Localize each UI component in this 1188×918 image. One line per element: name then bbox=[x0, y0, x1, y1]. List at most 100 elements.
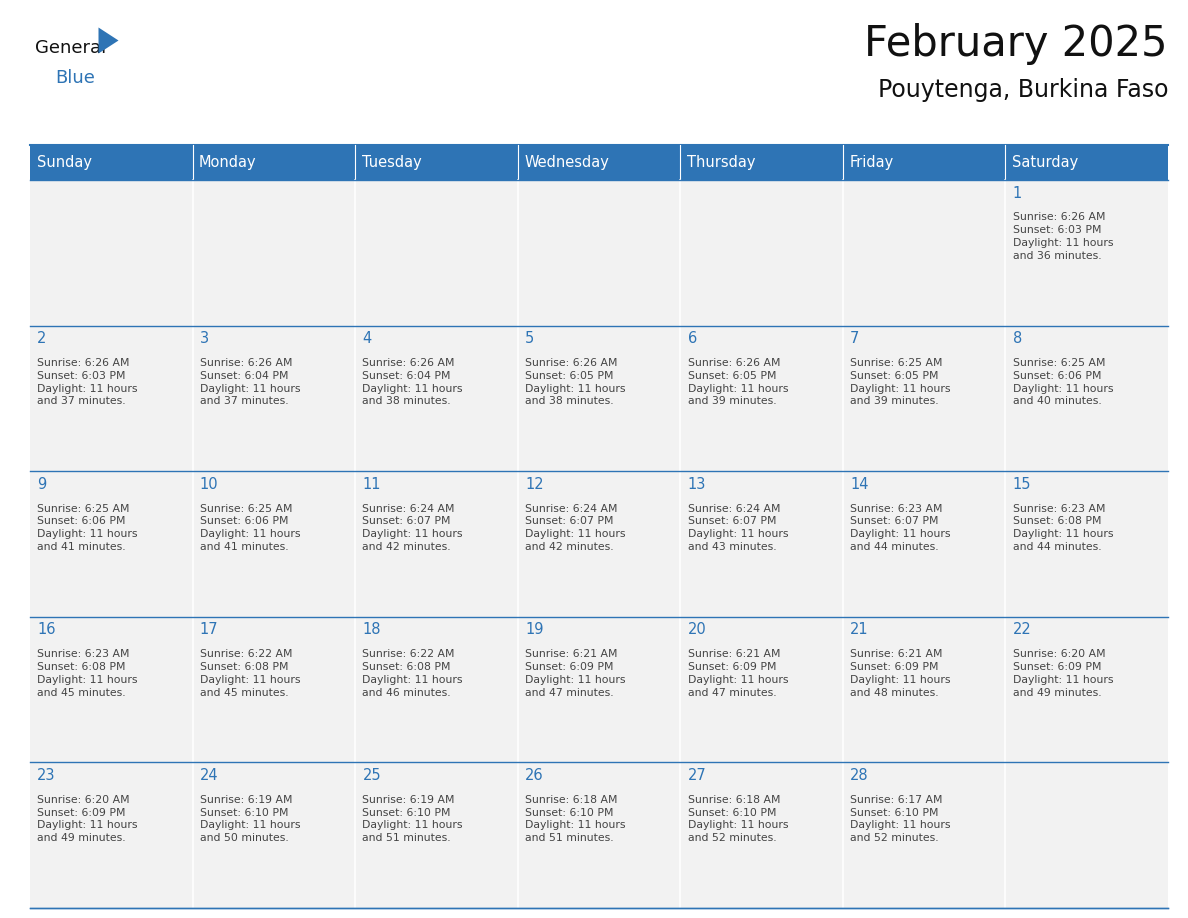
Bar bbox=[192, 617, 355, 763]
Text: 6: 6 bbox=[688, 331, 697, 346]
Bar bbox=[681, 617, 842, 763]
Text: Sunrise: 6:23 AM
Sunset: 6:08 PM
Daylight: 11 hours
and 44 minutes.: Sunrise: 6:23 AM Sunset: 6:08 PM Dayligh… bbox=[1012, 504, 1113, 552]
Text: Sunrise: 6:24 AM
Sunset: 6:07 PM
Daylight: 11 hours
and 42 minutes.: Sunrise: 6:24 AM Sunset: 6:07 PM Dayligh… bbox=[362, 504, 463, 552]
Bar bbox=[30, 471, 192, 617]
Bar bbox=[518, 617, 681, 763]
Text: 21: 21 bbox=[851, 622, 868, 637]
Text: Sunrise: 6:19 AM
Sunset: 6:10 PM
Daylight: 11 hours
and 50 minutes.: Sunrise: 6:19 AM Sunset: 6:10 PM Dayligh… bbox=[200, 795, 301, 844]
Bar bbox=[30, 180, 192, 326]
Text: Sunrise: 6:24 AM
Sunset: 6:07 PM
Daylight: 11 hours
and 42 minutes.: Sunrise: 6:24 AM Sunset: 6:07 PM Dayligh… bbox=[525, 504, 626, 552]
Text: Sunrise: 6:26 AM
Sunset: 6:05 PM
Daylight: 11 hours
and 38 minutes.: Sunrise: 6:26 AM Sunset: 6:05 PM Dayligh… bbox=[525, 358, 626, 407]
Text: Sunrise: 6:21 AM
Sunset: 6:09 PM
Daylight: 11 hours
and 48 minutes.: Sunrise: 6:21 AM Sunset: 6:09 PM Dayligh… bbox=[851, 649, 950, 698]
Bar bbox=[1005, 326, 1168, 471]
Text: 19: 19 bbox=[525, 622, 544, 637]
Bar bbox=[518, 326, 681, 471]
Text: Sunrise: 6:26 AM
Sunset: 6:03 PM
Daylight: 11 hours
and 37 minutes.: Sunrise: 6:26 AM Sunset: 6:03 PM Dayligh… bbox=[37, 358, 138, 407]
Text: General: General bbox=[34, 39, 106, 57]
Text: Sunrise: 6:26 AM
Sunset: 6:04 PM
Daylight: 11 hours
and 38 minutes.: Sunrise: 6:26 AM Sunset: 6:04 PM Dayligh… bbox=[362, 358, 463, 407]
Text: 20: 20 bbox=[688, 622, 707, 637]
Bar bbox=[192, 145, 355, 180]
Bar bbox=[842, 145, 1005, 180]
Bar bbox=[681, 326, 842, 471]
Bar bbox=[192, 180, 355, 326]
Text: Sunrise: 6:20 AM
Sunset: 6:09 PM
Daylight: 11 hours
and 49 minutes.: Sunrise: 6:20 AM Sunset: 6:09 PM Dayligh… bbox=[1012, 649, 1113, 698]
Bar bbox=[1005, 145, 1168, 180]
Text: 3: 3 bbox=[200, 331, 209, 346]
Text: Sunrise: 6:25 AM
Sunset: 6:06 PM
Daylight: 11 hours
and 41 minutes.: Sunrise: 6:25 AM Sunset: 6:06 PM Dayligh… bbox=[37, 504, 138, 552]
Text: 26: 26 bbox=[525, 767, 544, 783]
Text: Sunrise: 6:24 AM
Sunset: 6:07 PM
Daylight: 11 hours
and 43 minutes.: Sunrise: 6:24 AM Sunset: 6:07 PM Dayligh… bbox=[688, 504, 788, 552]
Bar bbox=[192, 471, 355, 617]
Text: 17: 17 bbox=[200, 622, 219, 637]
Bar bbox=[1005, 180, 1168, 326]
Text: Tuesday: Tuesday bbox=[361, 155, 422, 170]
Text: Sunrise: 6:25 AM
Sunset: 6:05 PM
Daylight: 11 hours
and 39 minutes.: Sunrise: 6:25 AM Sunset: 6:05 PM Dayligh… bbox=[851, 358, 950, 407]
Text: Pouytenga, Burkina Faso: Pouytenga, Burkina Faso bbox=[878, 78, 1168, 102]
Text: Sunrise: 6:18 AM
Sunset: 6:10 PM
Daylight: 11 hours
and 51 minutes.: Sunrise: 6:18 AM Sunset: 6:10 PM Dayligh… bbox=[525, 795, 626, 844]
Text: Sunrise: 6:26 AM
Sunset: 6:05 PM
Daylight: 11 hours
and 39 minutes.: Sunrise: 6:26 AM Sunset: 6:05 PM Dayligh… bbox=[688, 358, 788, 407]
Text: Monday: Monday bbox=[200, 155, 257, 170]
Bar bbox=[355, 145, 518, 180]
Bar bbox=[842, 180, 1005, 326]
Text: Sunrise: 6:26 AM
Sunset: 6:03 PM
Daylight: 11 hours
and 36 minutes.: Sunrise: 6:26 AM Sunset: 6:03 PM Dayligh… bbox=[1012, 212, 1113, 261]
Bar bbox=[1005, 763, 1168, 908]
Bar bbox=[518, 763, 681, 908]
Text: Sunrise: 6:18 AM
Sunset: 6:10 PM
Daylight: 11 hours
and 52 minutes.: Sunrise: 6:18 AM Sunset: 6:10 PM Dayligh… bbox=[688, 795, 788, 844]
Text: 1: 1 bbox=[1012, 185, 1022, 200]
Bar bbox=[681, 471, 842, 617]
Bar bbox=[842, 763, 1005, 908]
Text: 5: 5 bbox=[525, 331, 535, 346]
Bar bbox=[355, 180, 518, 326]
Text: Sunrise: 6:22 AM
Sunset: 6:08 PM
Daylight: 11 hours
and 45 minutes.: Sunrise: 6:22 AM Sunset: 6:08 PM Dayligh… bbox=[200, 649, 301, 698]
Text: Thursday: Thursday bbox=[687, 155, 756, 170]
Bar bbox=[518, 180, 681, 326]
Bar bbox=[30, 326, 192, 471]
Text: 7: 7 bbox=[851, 331, 860, 346]
Bar bbox=[30, 145, 192, 180]
Text: February 2025: February 2025 bbox=[865, 23, 1168, 65]
Bar bbox=[355, 326, 518, 471]
Bar bbox=[30, 763, 192, 908]
Text: 12: 12 bbox=[525, 476, 544, 492]
Text: 27: 27 bbox=[688, 767, 707, 783]
Bar bbox=[1005, 617, 1168, 763]
Text: 15: 15 bbox=[1012, 476, 1031, 492]
Text: Sunrise: 6:23 AM
Sunset: 6:08 PM
Daylight: 11 hours
and 45 minutes.: Sunrise: 6:23 AM Sunset: 6:08 PM Dayligh… bbox=[37, 649, 138, 698]
Bar bbox=[681, 145, 842, 180]
Text: 24: 24 bbox=[200, 767, 219, 783]
Polygon shape bbox=[99, 28, 119, 53]
Bar bbox=[192, 326, 355, 471]
Text: 2: 2 bbox=[37, 331, 46, 346]
Bar bbox=[192, 763, 355, 908]
Text: Sunrise: 6:21 AM
Sunset: 6:09 PM
Daylight: 11 hours
and 47 minutes.: Sunrise: 6:21 AM Sunset: 6:09 PM Dayligh… bbox=[688, 649, 788, 698]
Text: 25: 25 bbox=[362, 767, 381, 783]
Text: Sunrise: 6:26 AM
Sunset: 6:04 PM
Daylight: 11 hours
and 37 minutes.: Sunrise: 6:26 AM Sunset: 6:04 PM Dayligh… bbox=[200, 358, 301, 407]
Text: 4: 4 bbox=[362, 331, 372, 346]
Text: Sunrise: 6:25 AM
Sunset: 6:06 PM
Daylight: 11 hours
and 40 minutes.: Sunrise: 6:25 AM Sunset: 6:06 PM Dayligh… bbox=[1012, 358, 1113, 407]
Bar bbox=[1005, 471, 1168, 617]
Bar bbox=[842, 471, 1005, 617]
Text: 14: 14 bbox=[851, 476, 868, 492]
Bar bbox=[355, 617, 518, 763]
Text: Sunrise: 6:17 AM
Sunset: 6:10 PM
Daylight: 11 hours
and 52 minutes.: Sunrise: 6:17 AM Sunset: 6:10 PM Dayligh… bbox=[851, 795, 950, 844]
Bar bbox=[842, 617, 1005, 763]
Text: Wednesday: Wednesday bbox=[524, 155, 609, 170]
Text: 10: 10 bbox=[200, 476, 219, 492]
Bar bbox=[355, 471, 518, 617]
Text: 22: 22 bbox=[1012, 622, 1031, 637]
Text: Saturday: Saturday bbox=[1012, 155, 1079, 170]
Bar bbox=[518, 145, 681, 180]
Text: 28: 28 bbox=[851, 767, 868, 783]
Bar bbox=[842, 326, 1005, 471]
Text: Sunrise: 6:23 AM
Sunset: 6:07 PM
Daylight: 11 hours
and 44 minutes.: Sunrise: 6:23 AM Sunset: 6:07 PM Dayligh… bbox=[851, 504, 950, 552]
Bar bbox=[681, 763, 842, 908]
Text: 9: 9 bbox=[37, 476, 46, 492]
Bar bbox=[30, 617, 192, 763]
Text: 13: 13 bbox=[688, 476, 706, 492]
Text: 11: 11 bbox=[362, 476, 381, 492]
Text: Sunrise: 6:25 AM
Sunset: 6:06 PM
Daylight: 11 hours
and 41 minutes.: Sunrise: 6:25 AM Sunset: 6:06 PM Dayligh… bbox=[200, 504, 301, 552]
Text: Sunday: Sunday bbox=[37, 155, 91, 170]
Text: Friday: Friday bbox=[849, 155, 893, 170]
Text: 18: 18 bbox=[362, 622, 381, 637]
Text: Sunrise: 6:20 AM
Sunset: 6:09 PM
Daylight: 11 hours
and 49 minutes.: Sunrise: 6:20 AM Sunset: 6:09 PM Dayligh… bbox=[37, 795, 138, 844]
